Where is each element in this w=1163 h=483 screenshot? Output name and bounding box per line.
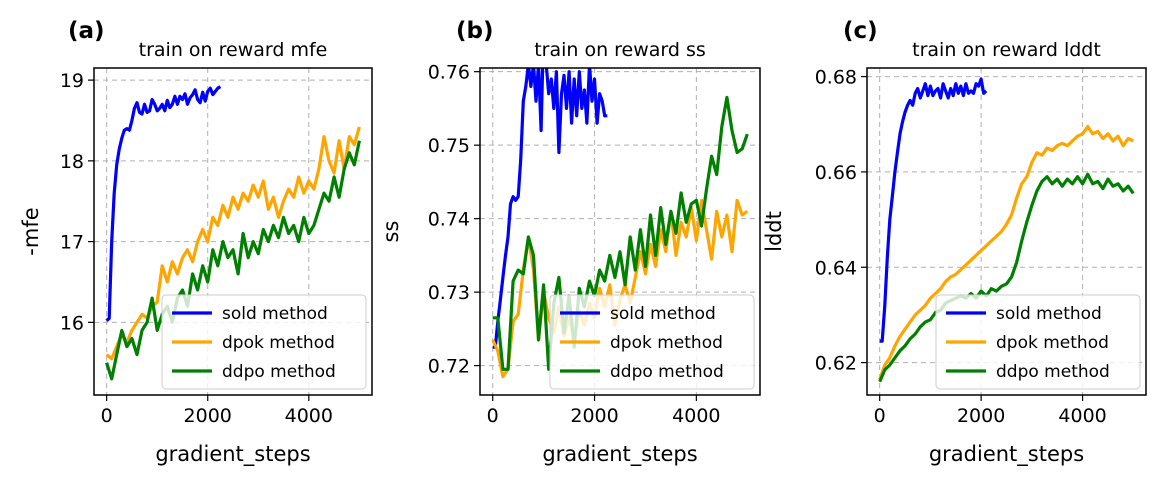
y-tick-label: 0.73 (428, 282, 470, 304)
legend-label: sold method (222, 304, 328, 324)
x-tick-label: 0 (487, 405, 499, 427)
y-axis-label: ss (379, 221, 403, 243)
panel-label: (c) (843, 18, 878, 44)
y-tick-label: 17 (60, 232, 84, 254)
x-axis-label: gradient_steps (542, 442, 697, 467)
legend-label: dpok method (996, 333, 1109, 353)
legend-label: dpok method (610, 333, 723, 353)
y-tick-label: 18 (60, 151, 84, 173)
y-tick-label: 16 (60, 312, 84, 334)
x-tick-label: 2000 (184, 405, 232, 427)
panel-label: (a) (68, 18, 105, 44)
panel-label: (b) (456, 18, 494, 44)
y-axis-label: lddt (762, 211, 786, 252)
x-axis-label: gradient_steps (929, 442, 1084, 467)
x-tick-label: 0 (874, 405, 886, 427)
legend-label: ddpo method (610, 362, 724, 382)
legend-label: ddpo method (222, 362, 336, 382)
chart-panel-1: 0 2000 4000 0.72 0.73 0.74 0.75 0.76 gradient_st… (379, 18, 761, 467)
plot-frame (866, 67, 1147, 396)
series-line-sold-method (105, 85, 222, 322)
x-tick-label: 2000 (957, 405, 1005, 427)
chart-title: train on reward lddt (912, 39, 1101, 61)
y-tick-label: 0.66 (815, 162, 857, 184)
legend-label: ddpo method (996, 362, 1110, 382)
plot-frame (93, 67, 373, 396)
y-tick-label: 0.62 (815, 353, 857, 375)
x-tick-label: 4000 (672, 405, 720, 427)
y-tick-label: 0.75 (428, 135, 470, 157)
chart-title: train on reward mfe (139, 39, 328, 61)
chart-title: train on reward ss (534, 39, 706, 61)
y-tick-label: 0.76 (428, 62, 470, 84)
x-tick-label: 4000 (285, 405, 333, 427)
series-line-dpok-method (878, 125, 1134, 380)
legend-label: sold method (996, 304, 1102, 324)
series-line-sold-method (492, 68, 608, 349)
x-tick-label: 4000 (1058, 405, 1106, 427)
chart-panel-0: 0 2000 4000 16 17 18 19 gradient_steps -mfe train… (19, 18, 373, 467)
y-tick-label: 0.74 (428, 209, 470, 231)
x-axis-label: gradient_steps (155, 442, 310, 467)
x-tick-label: 0 (101, 405, 113, 427)
legend-label: dpok method (222, 333, 335, 353)
x-tick-label: 2000 (570, 405, 618, 427)
legend-box (549, 294, 755, 390)
legend-box (161, 294, 367, 390)
chart-panel-2: 0 2000 4000 0.62 0.64 0.66 0.68 gradient_steps l… (762, 18, 1147, 467)
legend: sold method dpok method ddpo method (935, 294, 1141, 390)
legend-label: sold method (610, 304, 716, 324)
series-line-ddpo-method (492, 95, 749, 371)
series-line-ddpo-method (878, 172, 1135, 383)
y-axis-label: -mfe (19, 207, 43, 255)
series-line-ddpo-method (105, 140, 361, 381)
plot-frame (479, 67, 761, 396)
legend-box (935, 294, 1141, 390)
legend: sold method dpok method ddpo method (161, 294, 367, 390)
legend: sold method dpok method ddpo method (549, 294, 755, 390)
series-line-sold-method (879, 77, 988, 343)
y-tick-label: 0.64 (815, 257, 857, 279)
y-tick-label: 0.72 (428, 356, 470, 378)
y-tick-label: 0.68 (815, 67, 857, 89)
y-tick-label: 19 (60, 70, 84, 92)
